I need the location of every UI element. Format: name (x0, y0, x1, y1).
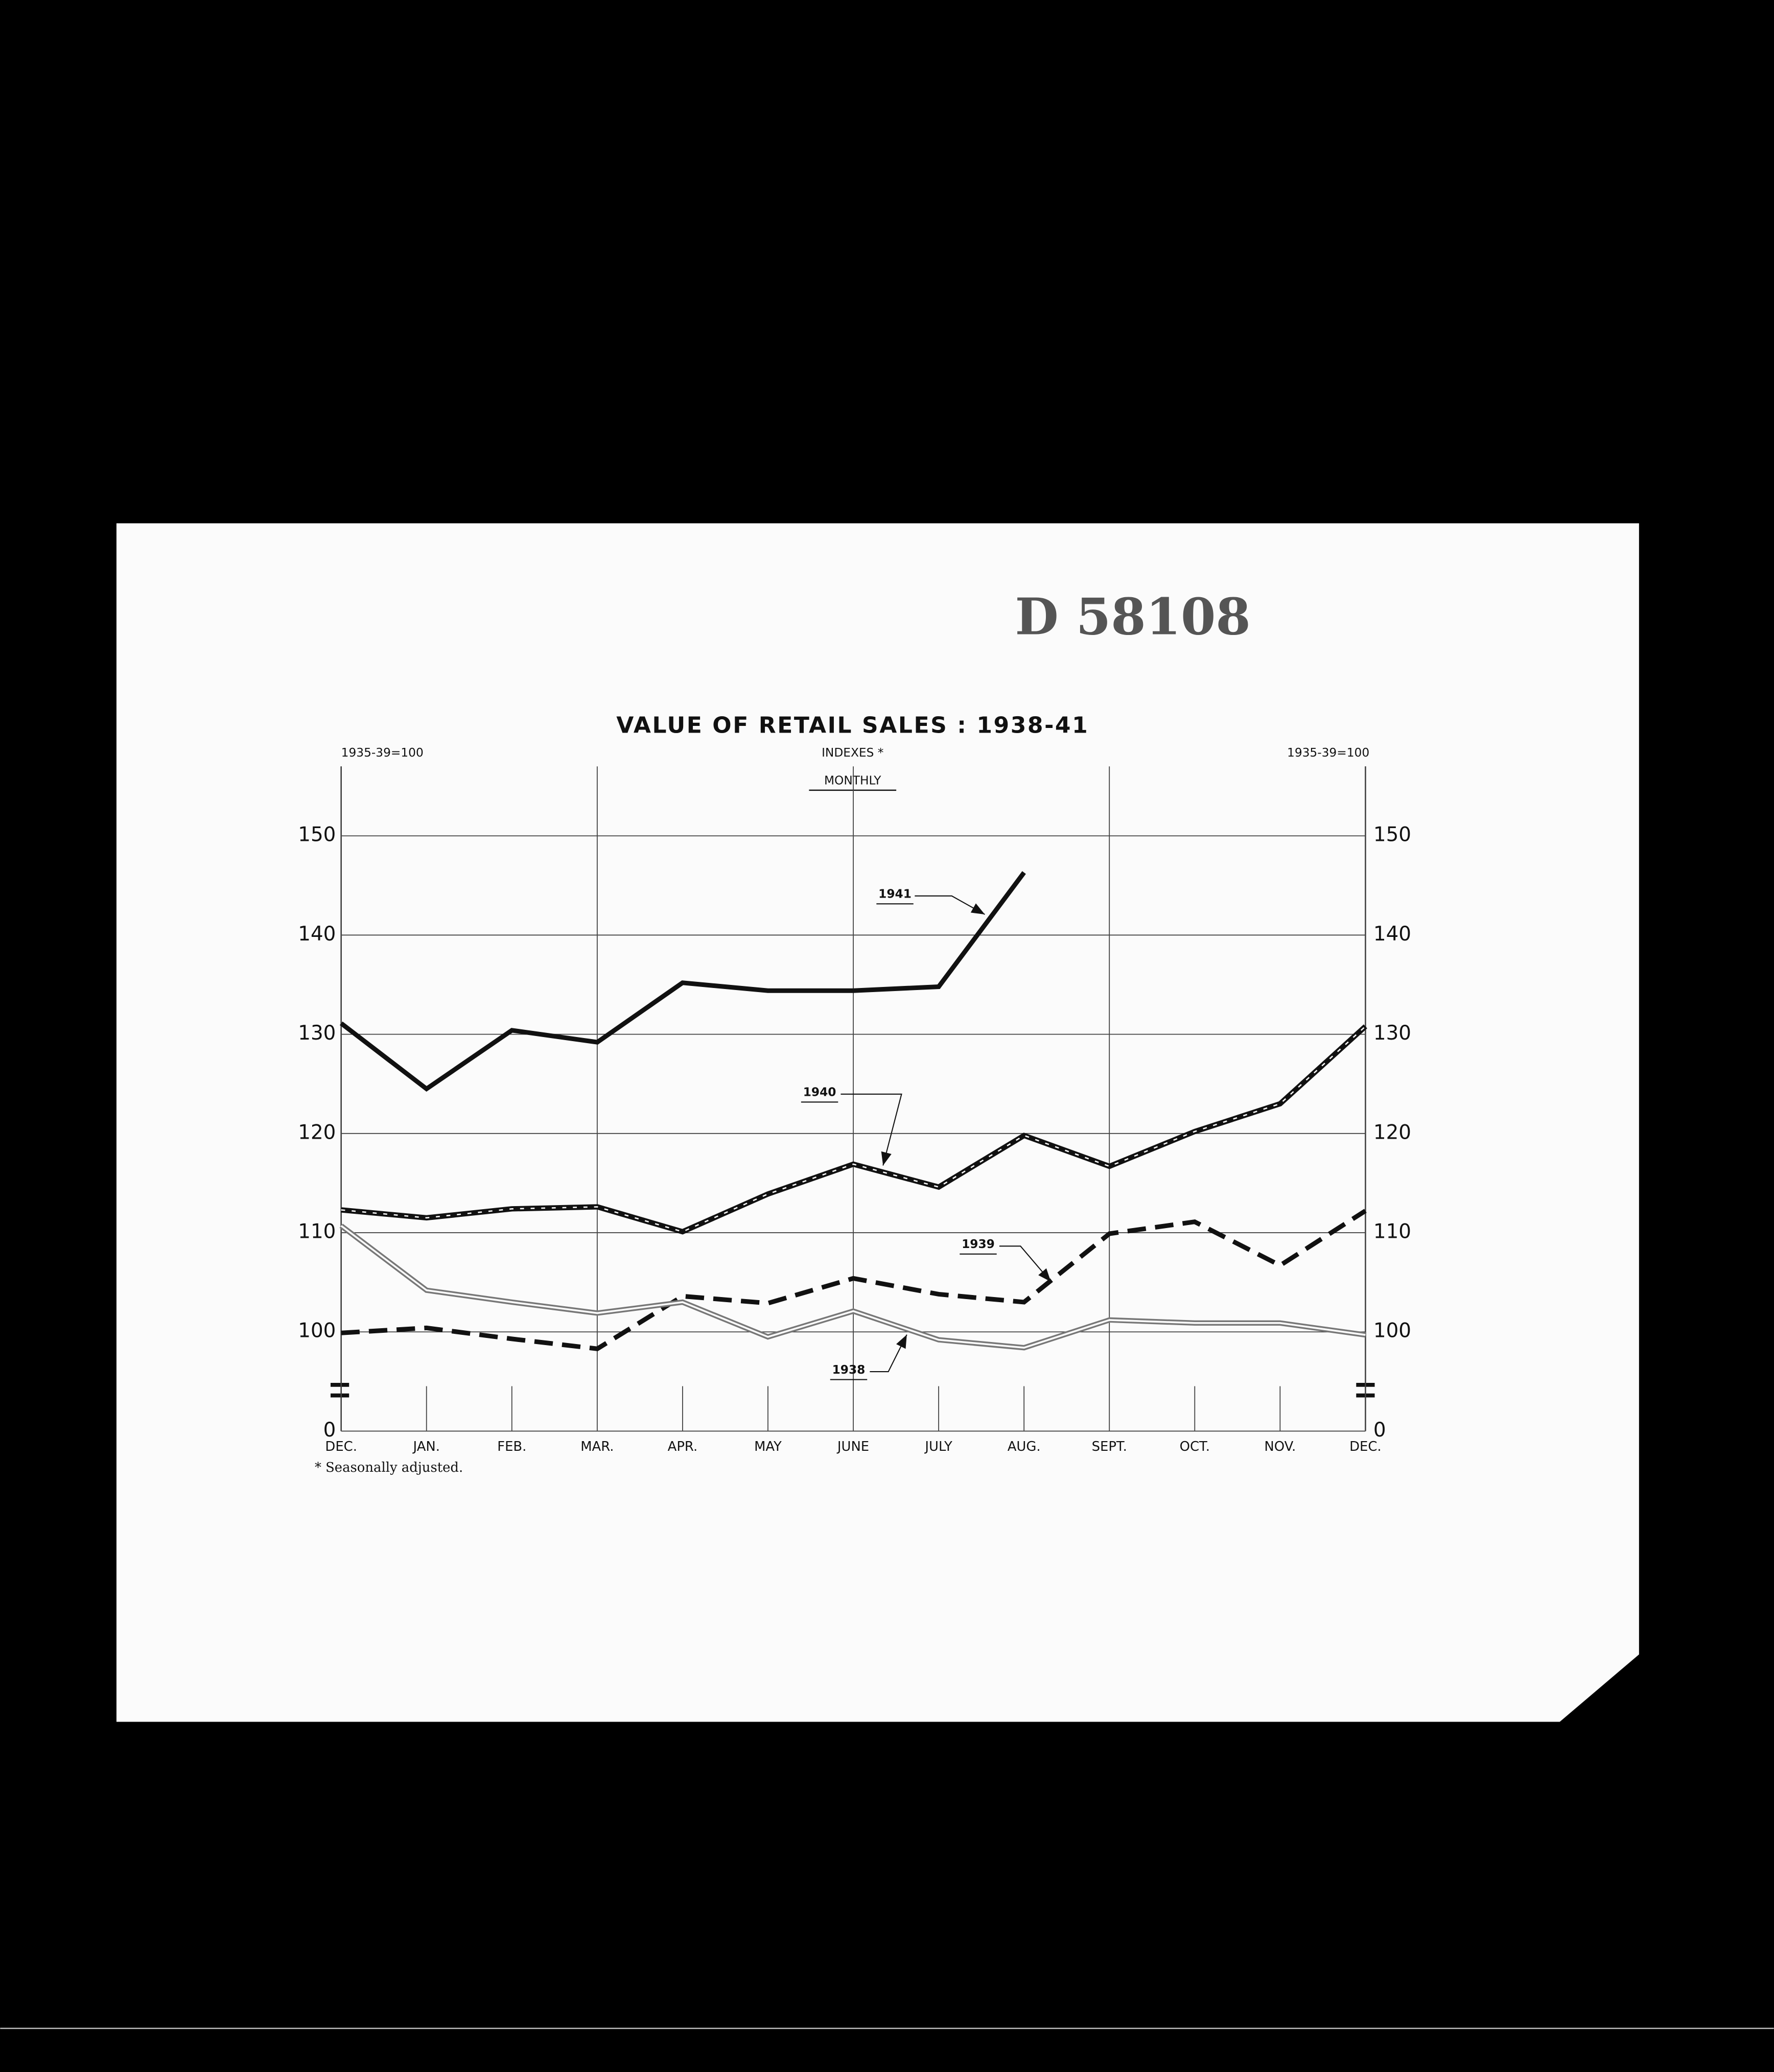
x-tick-label: AUG. (1008, 1439, 1041, 1454)
y-tick-label: 140 (298, 923, 336, 946)
x-tick-label: SEPT. (1092, 1439, 1127, 1454)
x-tick-label: FEB. (497, 1439, 526, 1454)
footnote: * Seasonally adjusted. (315, 1460, 463, 1475)
y2-tick-label: 150 (1373, 823, 1411, 846)
series-label: 1939 (962, 1237, 995, 1251)
series-line (339, 871, 1026, 1092)
x-tick-label: MAR. (580, 1439, 614, 1454)
y-tick-label: 130 (298, 1022, 336, 1045)
left-axis-label: 1935-39=100 (341, 746, 424, 760)
right-axis-label: 1935-39=100 (1287, 746, 1369, 760)
subtitle: INDEXES * (822, 746, 883, 760)
leader-line (870, 1334, 907, 1373)
y-tick-label: 150 (298, 823, 336, 846)
series-label: 1938 (832, 1363, 866, 1377)
x-tick-label: JAN. (412, 1439, 440, 1454)
stamp: D 58108 (1015, 588, 1250, 647)
arrowhead (1038, 1268, 1051, 1282)
series-label: 1941 (878, 887, 912, 901)
paper (116, 523, 1639, 1722)
leader-line (999, 1245, 1052, 1282)
x-tick-label: APR. (668, 1439, 698, 1454)
y-tick-label: 0 (323, 1419, 336, 1442)
y-tick-label: 120 (298, 1121, 336, 1144)
series-line-inner (341, 1026, 1366, 1233)
y2-tick-label: 140 (1373, 923, 1411, 946)
series-line-inner (340, 1225, 1366, 1349)
x-tick-label: DEC. (325, 1439, 357, 1454)
series-label: 1940 (803, 1086, 836, 1099)
y2-tick-label: 120 (1373, 1121, 1411, 1144)
y-tick-label: 100 (298, 1320, 336, 1343)
x-tick-label: JULY (924, 1439, 952, 1454)
y2-tick-label: 110 (1373, 1220, 1411, 1243)
arrowhead (970, 903, 985, 915)
y2-tick-label: 130 (1373, 1022, 1411, 1045)
x-tick-label: DEC. (1349, 1439, 1382, 1454)
x-tick-label: OCT. (1180, 1439, 1210, 1454)
leader-line (841, 1093, 902, 1166)
x-tick-label: JUNE (836, 1439, 869, 1454)
series-line (341, 1209, 1367, 1351)
x-tick-label: MAY (754, 1439, 782, 1454)
y2-tick-label: 0 (1373, 1419, 1386, 1442)
arrowhead (896, 1334, 907, 1349)
y2-tick-label: 100 (1373, 1320, 1411, 1343)
chart-title: VALUE OF RETAIL SALES : 1938-41 (616, 713, 1089, 739)
arrowhead (881, 1151, 892, 1166)
x-tick-label: NOV. (1264, 1439, 1296, 1454)
y-tick-label: 110 (298, 1220, 336, 1243)
